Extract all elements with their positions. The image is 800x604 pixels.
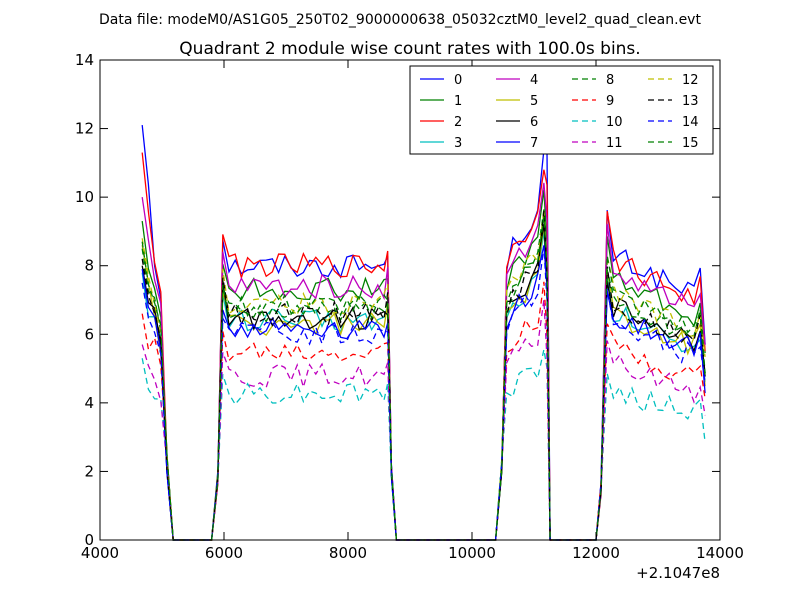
- legend-label-5: 5: [530, 94, 538, 109]
- y-tick-label: 4: [84, 394, 94, 412]
- y-tick-label: 10: [75, 188, 94, 206]
- legend-label-11: 11: [606, 136, 623, 151]
- y-tick-label: 0: [84, 531, 94, 549]
- y-tick-label: 2: [84, 462, 94, 480]
- legend-label-12: 12: [682, 73, 699, 88]
- series-line-8: [141, 209, 706, 541]
- series-line-12: [141, 210, 706, 541]
- legend-label-1: 1: [454, 94, 462, 109]
- y-tick-label: 14: [75, 51, 94, 69]
- series-line-0: [141, 125, 706, 541]
- legend-box: [409, 65, 714, 155]
- y-tick-label: 8: [84, 257, 94, 275]
- legend-label-15: 15: [682, 136, 699, 151]
- legend-label-8: 8: [606, 73, 614, 88]
- x-tick-label: 4000: [81, 544, 119, 562]
- y-tick-label: 6: [84, 325, 94, 343]
- legend-label-10: 10: [606, 115, 623, 130]
- legend-label-2: 2: [454, 115, 462, 130]
- series-line-11: [141, 299, 706, 541]
- y-tick-label: 12: [75, 120, 94, 138]
- legend-label-0: 0: [454, 73, 462, 88]
- x-tick-label: 14000: [696, 544, 744, 562]
- plot-area: 4000 6000 8000 10000 12000 140000246810121401…: [75, 51, 744, 562]
- x-tick-label: 10000: [448, 544, 496, 562]
- x-tick-label: 8000: [329, 544, 367, 562]
- series-line-10: [141, 349, 706, 541]
- chart-title: Quadrant 2 module wise count rates with …: [179, 39, 640, 59]
- x-tick-label: 6000: [205, 544, 243, 562]
- figure-suptitle: Data file: modeM0/AS1G05_250T02_90000006…: [99, 12, 701, 28]
- legend-label-7: 7: [530, 136, 538, 151]
- series-line-1: [141, 189, 706, 541]
- series-line-7: [141, 245, 706, 541]
- series-line-13: [141, 210, 706, 541]
- legend-label-13: 13: [682, 94, 699, 109]
- series-line-15: [141, 217, 706, 541]
- legend-label-14: 14: [682, 115, 699, 130]
- series-line-4: [141, 182, 706, 541]
- series-line-2: [141, 152, 706, 541]
- x-axis-offset-label: +2.1047e8: [636, 564, 720, 582]
- legend-label-9: 9: [606, 94, 614, 109]
- plot-frame: [99, 59, 721, 541]
- legend-label-4: 4: [530, 73, 538, 88]
- legend-label-3: 3: [454, 136, 462, 151]
- legend-label-6: 6: [530, 115, 538, 130]
- series-line-14: [141, 246, 706, 541]
- x-tick-label: 12000: [572, 544, 620, 562]
